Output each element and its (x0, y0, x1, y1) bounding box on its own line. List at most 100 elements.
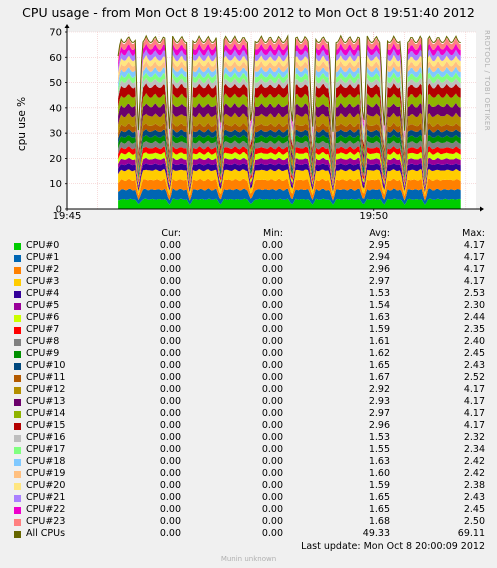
legend-row: CPU#15 0.00 0.00 2.96 4.17 (0, 420, 497, 432)
legend-name: CPU#3 (26, 276, 60, 287)
legend-max: 2.45 (463, 504, 485, 515)
series-area (118, 122, 461, 176)
legend-swatch (14, 314, 21, 322)
legend-name: CPU#7 (26, 324, 60, 335)
legend-swatch (14, 374, 21, 382)
last-update: Last update: Mon Oct 8 20:00:09 2012 (301, 541, 485, 552)
legend-avg: 1.53 (368, 288, 390, 299)
legend-swatch (14, 266, 21, 274)
legend-avg: 2.93 (368, 396, 390, 407)
legend-swatch (14, 386, 21, 394)
legend-row: CPU#9 0.00 0.00 1.62 2.45 (0, 348, 497, 360)
y-tick-label: 50 (49, 78, 62, 89)
legend-swatch (14, 242, 21, 250)
legend-min: 0.00 (261, 336, 283, 347)
legend-swatch (14, 302, 21, 310)
legend-row: CPU#11 0.00 0.00 1.67 2.52 (0, 372, 497, 384)
header-min: Min: (262, 228, 283, 239)
legend-min: 0.00 (261, 420, 283, 431)
header-cur: Cur: (161, 228, 181, 239)
y-tick-label: 30 (49, 129, 62, 140)
legend-cur: 0.00 (159, 444, 181, 455)
legend-avg: 2.97 (368, 276, 390, 287)
legend-name: CPU#9 (26, 348, 60, 359)
legend-min: 0.00 (261, 360, 283, 371)
legend-min: 0.00 (261, 384, 283, 395)
legend-swatch (14, 470, 21, 478)
legend-cur: 0.00 (159, 456, 181, 467)
legend-max: 4.17 (463, 276, 485, 287)
legend-name: CPU#16 (26, 432, 66, 443)
legend-avg: 2.96 (368, 264, 390, 275)
legend-avg: 1.65 (368, 360, 390, 371)
y-tick-label: 0 (56, 205, 62, 216)
legend-cur: 0.00 (159, 348, 181, 359)
legend-avg: 1.62 (368, 348, 390, 359)
series-area (118, 169, 461, 197)
legend-min: 0.00 (261, 324, 283, 335)
series-area (118, 140, 461, 183)
legend-max: 2.30 (463, 300, 485, 311)
series-area (118, 128, 461, 178)
legend-cur: 0.00 (159, 312, 181, 323)
legend-row: CPU#19 0.00 0.00 1.60 2.42 (0, 468, 497, 480)
y-tick-label: 60 (49, 53, 62, 64)
header-max: Max: (462, 228, 485, 239)
series-area (118, 112, 461, 173)
legend-row: All CPUs 0.00 0.00 49.33 69.11 (0, 528, 497, 540)
legend-max: 2.43 (463, 492, 485, 503)
legend-max: 2.52 (463, 372, 485, 383)
legend-min: 0.00 (261, 312, 283, 323)
series-area (118, 163, 461, 193)
legend-max: 2.44 (463, 312, 485, 323)
legend-avg: 1.55 (368, 444, 390, 455)
legend-min: 0.00 (261, 456, 283, 467)
legend-max: 2.34 (463, 444, 485, 455)
legend-row: CPU#13 0.00 0.00 2.93 4.17 (0, 396, 497, 408)
legend-min: 0.00 (261, 480, 283, 491)
legend-row: CPU#18 0.00 0.00 1.63 2.42 (0, 456, 497, 468)
legend-min: 0.00 (261, 432, 283, 443)
legend-cur: 0.00 (159, 492, 181, 503)
legend-name: CPU#2 (26, 264, 60, 275)
legend-row: CPU#14 0.00 0.00 2.97 4.17 (0, 408, 497, 420)
legend-row: CPU#8 0.00 0.00 1.61 2.40 (0, 336, 497, 348)
legend-avg: 2.94 (368, 252, 390, 263)
legend-avg: 1.54 (368, 300, 390, 311)
y-axis-arrow (64, 24, 70, 28)
legend-cur: 0.00 (159, 240, 181, 251)
series-area (118, 60, 461, 149)
legend-name: CPU#11 (26, 372, 66, 383)
series-area (118, 83, 461, 160)
legend-cur: 0.00 (159, 288, 181, 299)
legend-swatch (14, 362, 21, 370)
legend-min: 0.00 (261, 468, 283, 479)
legend-name: CPU#1 (26, 252, 60, 263)
legend-cur: 0.00 (159, 264, 181, 275)
legend-cur: 0.00 (159, 528, 181, 539)
legend-max: 2.43 (463, 360, 485, 371)
legend-swatch (14, 326, 21, 334)
legend-name: CPU#10 (26, 360, 66, 371)
legend-name: CPU#4 (26, 288, 60, 299)
legend-swatch (14, 482, 21, 490)
legend-row: CPU#0 0.00 0.00 2.95 4.17 (0, 240, 497, 252)
legend-swatch (14, 278, 21, 286)
legend-header-row: Cur: Min: Avg: Max: (0, 228, 497, 240)
legend-max: 2.38 (463, 480, 485, 491)
legend-row: CPU#4 0.00 0.00 1.53 2.53 (0, 288, 497, 300)
legend-row: CPU#21 0.00 0.00 1.65 2.43 (0, 492, 497, 504)
legend-max: 4.17 (463, 384, 485, 395)
legend-row: CPU#3 0.00 0.00 2.97 4.17 (0, 276, 497, 288)
legend-cur: 0.00 (159, 372, 181, 383)
legend-min: 0.00 (261, 396, 283, 407)
legend-swatch (14, 530, 21, 538)
series-area (118, 77, 461, 156)
legend-name: CPU#18 (26, 456, 66, 467)
x-tick-label: 19:45 (53, 211, 82, 222)
legend-cur: 0.00 (159, 408, 181, 419)
legend-min: 0.00 (261, 504, 283, 515)
legend-swatch (14, 506, 21, 514)
legend-max: 4.17 (463, 240, 485, 251)
legend-min: 0.00 (261, 276, 283, 287)
